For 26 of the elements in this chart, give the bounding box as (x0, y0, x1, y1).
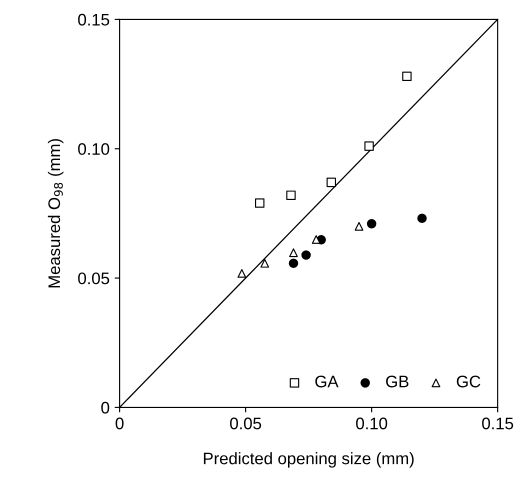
x-tick-label: 0.10 (356, 418, 388, 430)
point (260, 258, 270, 268)
point (326, 178, 336, 188)
point (301, 250, 311, 260)
y-tick-label: 0.05 (78, 272, 110, 284)
x-tick-label: 0 (116, 418, 124, 430)
point (289, 248, 298, 258)
x-tick-label: 0.05 (230, 418, 262, 430)
y-tick-label: 0.10 (78, 143, 110, 155)
point (364, 141, 374, 151)
point (286, 190, 296, 200)
y-axis-title: Measured O$_{98}$ (mm) (48, 139, 64, 288)
point (366, 219, 376, 228)
point (402, 72, 412, 82)
point (288, 258, 298, 268)
y-tick-label: 0 (101, 402, 110, 414)
point (237, 269, 246, 278)
point (417, 214, 427, 224)
x-tick-label: 0.15 (482, 418, 514, 430)
legend-label: GB (386, 376, 408, 388)
legend-label: GA (315, 376, 339, 388)
point (255, 198, 264, 208)
x-axis-title: Predicted opening size (mm) (204, 452, 414, 468)
legend-label: GC (456, 376, 480, 388)
point (354, 222, 364, 231)
y-tick-label: 0.15 (78, 14, 110, 26)
